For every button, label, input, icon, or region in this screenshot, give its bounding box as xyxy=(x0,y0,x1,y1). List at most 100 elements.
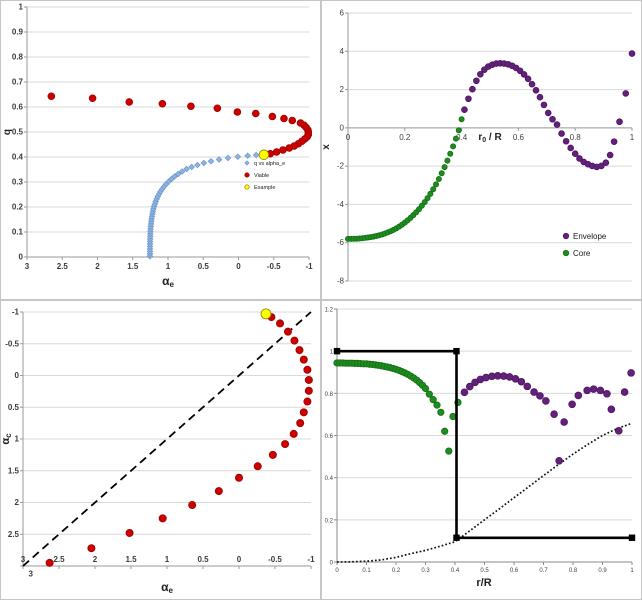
y-tick-label: 0.2 xyxy=(12,203,24,212)
x-tick-label: 0.5 xyxy=(480,568,489,574)
core-marker xyxy=(425,390,433,398)
envelope-marker xyxy=(555,457,563,465)
envelope-marker xyxy=(598,162,605,170)
y-tick-label: -6 xyxy=(337,238,345,247)
q-vs-alpha-e-marker xyxy=(234,153,242,161)
x-tick-label: 0.5 xyxy=(198,262,210,271)
core-marker xyxy=(437,408,445,416)
x-tick-label: 1 xyxy=(630,133,635,142)
series-line xyxy=(336,422,633,563)
core-marker xyxy=(450,143,457,150)
core-marker xyxy=(430,186,437,193)
series-envelope xyxy=(461,50,636,171)
core-marker xyxy=(429,396,437,404)
viable-marker xyxy=(45,558,54,567)
y-tick-label: 0.5 xyxy=(8,403,20,412)
envelope-marker xyxy=(461,106,468,113)
envelope-marker xyxy=(562,137,570,145)
x-tick-label: 2.5 xyxy=(57,262,69,271)
envelope-marker xyxy=(536,93,544,101)
series-mass-fraction-curve xyxy=(336,422,633,563)
envelope-marker xyxy=(477,70,484,78)
x-tick-label: 1 xyxy=(165,555,170,564)
y-tick-label: 1.2 xyxy=(325,308,334,314)
y-tick-label: 0.1 xyxy=(12,228,24,237)
x-tick-label: 0.2 xyxy=(392,568,401,574)
viable-marker xyxy=(47,92,56,101)
q-vs-alpha-e-marker xyxy=(200,159,208,167)
viable-marker xyxy=(158,99,167,108)
y-tick-label: 0 xyxy=(19,253,24,262)
x-tick-label: 1 xyxy=(630,568,634,574)
y-tick-label: 0.3 xyxy=(12,178,24,187)
core-marker xyxy=(449,412,457,421)
y-tick-label: 2 xyxy=(15,498,20,507)
chart-alpha-c-vs-alpha-e[interactable]: -1 -0.5 0 0.5 1 1.5 2 2.5 3 3 2.5 2 1.5 1 0.5 0 -0.5 -1 αe… xyxy=(0,300,321,600)
y-tick-label: 0.2 xyxy=(325,518,334,524)
viable-marker xyxy=(285,144,294,152)
envelope-marker xyxy=(540,101,548,109)
viable-marker xyxy=(290,336,299,345)
envelope-marker xyxy=(589,385,598,393)
viable-marker xyxy=(283,327,292,336)
x-tick-label: -0.5 xyxy=(268,555,282,564)
axis-title: r/R xyxy=(476,577,491,589)
viable-marker xyxy=(272,148,281,156)
axis-title: αc xyxy=(1,433,13,445)
viable-marker xyxy=(214,487,223,496)
y-tick-label: 0.4 xyxy=(325,476,334,482)
x-tick-label: -1 xyxy=(305,262,313,271)
envelope-marker xyxy=(530,388,538,396)
envelope-marker xyxy=(528,80,536,88)
legend-marker-core xyxy=(562,249,570,257)
legend-label-envelope: Envelope xyxy=(573,232,607,241)
q-vs-alpha-e-marker xyxy=(174,170,182,178)
envelope-marker xyxy=(571,150,579,158)
envelope-marker xyxy=(567,144,574,152)
legend-marker-example xyxy=(244,184,250,190)
series-core xyxy=(333,359,462,455)
chart-x-vs-r0-over-R[interactable]: -8 -6 -4 -2 0 2 4 6 0 0.2 0.4 0.6 0.8 1 Envelope Core r0… xyxy=(321,0,642,300)
viable-marker xyxy=(304,386,313,395)
y-tick-label: 0.6 xyxy=(325,434,334,440)
y-tick-label: 2 xyxy=(340,85,345,94)
y-tick-label: 4 xyxy=(340,47,345,56)
viable-marker xyxy=(158,514,167,523)
q-vs-alpha-e-marker xyxy=(194,161,201,169)
viable-marker xyxy=(280,114,288,123)
envelope-marker xyxy=(622,90,630,97)
series-example xyxy=(258,149,270,160)
x-tick-label: 1.5 xyxy=(127,262,139,271)
series-core xyxy=(344,116,465,242)
envelope-marker xyxy=(628,50,636,57)
x-tick-label: 0 xyxy=(236,262,241,271)
envelope-marker xyxy=(523,382,532,391)
core-marker xyxy=(424,195,431,202)
chart-alpha-c-vs-alpha-e-svg: -1 -0.5 0 0.5 1 1.5 2 2.5 33 2.5 2 1.5 1 0.5 0 -0.5 -1 αe… xyxy=(1,308,315,596)
viable-marker xyxy=(295,346,304,355)
legend-label-example: Example xyxy=(254,185,275,191)
viable-marker xyxy=(279,146,287,154)
legend: q vs alpha_e Viable Example xyxy=(244,160,285,191)
core-marker xyxy=(441,164,448,171)
core-boundary-step-marker xyxy=(453,347,460,355)
legend-marker-q-vs-alpha-e xyxy=(244,160,250,166)
core-marker xyxy=(445,447,453,455)
envelope-marker xyxy=(574,391,583,400)
x-tick-label: 0.2 xyxy=(399,133,411,142)
viable-marker xyxy=(188,501,197,510)
chart-profiles-vs-r-over-R[interactable]: 0 0.2 0.4 0.6 0.8 1 1.2 0 0.1 0.2 0.3 0.4 0.5 0.6 0.7 0… xyxy=(321,300,642,600)
viable-marker xyxy=(187,102,195,111)
viable-marker xyxy=(125,528,134,537)
y-tick-label: 1.5 xyxy=(8,466,20,475)
y-tick-label: -4 xyxy=(337,200,345,209)
chart-q-vs-alpha-e[interactable]: 0 0.1 0.2 0.3 0.4 0.5 0.6 0.7 0.8 0.9 1 3 2.5 2 1.5 1 0.… xyxy=(0,0,321,300)
viable-marker xyxy=(213,104,222,113)
viable-marker xyxy=(251,109,260,118)
envelope-marker xyxy=(511,374,520,383)
q-vs-alpha-e-marker xyxy=(178,168,186,175)
y-tick-label: 1 xyxy=(15,435,20,444)
y-tick-label: 6 xyxy=(340,9,345,18)
core-marker xyxy=(441,427,449,435)
